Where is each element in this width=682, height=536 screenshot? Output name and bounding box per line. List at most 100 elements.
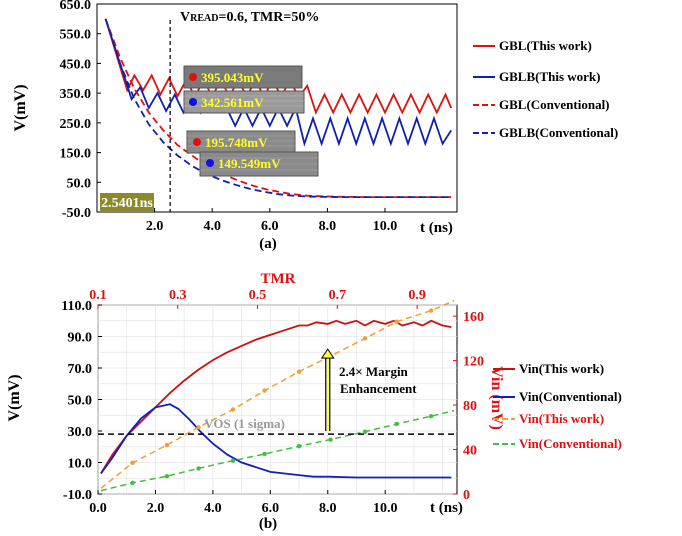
y2-tick-label: 160 <box>463 310 484 325</box>
series-line-2 <box>100 403 452 479</box>
legend-label: Vin(This work) <box>519 361 604 376</box>
marker-box-3[interactable]: 195.748mV <box>186 130 296 154</box>
series-point <box>196 425 201 430</box>
x-tick-label: 6.0 <box>262 501 280 516</box>
arrow-fill <box>326 357 329 431</box>
panel-a-legend: GBL(This work) GBLB(This work) GBL(Convent… <box>473 38 618 140</box>
panel-b-y-label: V(mV) <box>6 374 23 421</box>
panel-b-series <box>100 299 455 492</box>
panel-b-x-ticks: 0.0 2.0 4.0 6.0 8.0 10.0 <box>89 490 397 516</box>
x2-tick-label: 0.5 <box>249 288 267 303</box>
y-tick-label: 90.0 <box>68 331 93 346</box>
y-tick-label: 110.0 <box>61 299 92 314</box>
marker-dot-red <box>193 138 201 146</box>
x2-tick-label: 0.3 <box>169 288 187 303</box>
x-tick-label: 0.0 <box>89 501 107 516</box>
y-tick-label: 30.0 <box>68 425 93 440</box>
x2-tick-label: 0.9 <box>408 288 426 303</box>
series-point <box>164 474 170 479</box>
series-point <box>196 466 201 471</box>
x2-tick-label: 0.1 <box>89 288 107 303</box>
legend-label: GBLB(This work) <box>499 69 601 84</box>
series-point <box>130 460 135 466</box>
x-tick-label: 4.0 <box>204 501 222 516</box>
series-point <box>394 421 399 427</box>
series-line-4 <box>100 409 455 492</box>
panel-a-y-ticks: -50.0 50.0 150.0 250.0 350.0 450.0 550.0 650.0 <box>60 0 101 221</box>
series-point <box>130 480 135 486</box>
legend-label: Vin(Conventional) <box>519 389 622 404</box>
series-point <box>362 429 368 434</box>
series-point <box>230 407 236 412</box>
panel-a-cursor-label-bg <box>100 193 154 211</box>
series-line-3 <box>100 299 455 489</box>
x-tick-label: 2.0 <box>146 219 164 234</box>
y-tick-label: -10.0 <box>63 488 92 503</box>
legend-label: Vin(Conventional) <box>519 436 622 451</box>
series-point <box>262 388 267 393</box>
marker-box-4[interactable]: 149.549mV <box>199 151 319 177</box>
legend-label: GBL(This work) <box>499 38 592 53</box>
x-tick-label: 6.0 <box>261 219 279 234</box>
series-point <box>296 369 302 374</box>
panel-a-cursor-label: 2.5401ns <box>101 196 153 211</box>
x-tick-label: 8.0 <box>319 219 337 234</box>
panel-b-x2-ticks: 0.1 0.3 0.5 0.7 0.9 <box>89 288 426 309</box>
y-tick-label: 250.0 <box>60 117 92 132</box>
panel-b-margin-arrow <box>320 348 335 431</box>
panel-b-y2-ticks: 0 40 80 120 160 <box>453 310 484 503</box>
y-tick-label: 50.0 <box>67 176 92 191</box>
marker-label-4: 149.549mV <box>218 156 281 171</box>
panel-b-annotation-line2: Enhancement <box>340 381 417 396</box>
series-line-1 <box>100 319 452 474</box>
y-tick-label: 350.0 <box>60 87 92 102</box>
y2-tick-label: 40 <box>463 444 477 459</box>
y-tick-label: 450.0 <box>60 57 92 72</box>
marker-box-1[interactable]: 395.043mV <box>183 65 303 89</box>
x-tick-label: 4.0 <box>203 219 221 234</box>
marker-box-2[interactable]: 342.561mV <box>183 90 305 114</box>
y2-tick-label: 0 <box>463 488 470 503</box>
x-tick-label: 8.0 <box>319 501 337 516</box>
panel-b-top-axis-title: TMR <box>261 271 296 287</box>
marker-label-2: 342.561mV <box>201 95 264 110</box>
panel-a: -50.050.0150.0250.0350.0450.0550.0650.0 … <box>12 0 618 252</box>
legend-label: GBLB(Conventional) <box>499 125 618 140</box>
marker-dot-red <box>189 73 197 81</box>
y-tick-label: 70.0 <box>68 362 93 377</box>
panel-a-x-label: t (ns) <box>420 220 453 236</box>
y-tick-label: 50.0 <box>68 394 93 409</box>
series-line-2 <box>104 18 452 147</box>
y-tick-label: 650.0 <box>60 0 92 13</box>
panel-b-y-ticks: -10.0 10.0 30.0 50.0 70.0 90.0 110.0 <box>61 299 102 503</box>
y2-tick-label: 80 <box>463 399 477 414</box>
series-point <box>428 413 434 419</box>
series-point <box>328 437 333 442</box>
series-point <box>296 443 302 449</box>
panel-a-y-label: V(mV) <box>12 84 29 131</box>
x-tick-label: 2.0 <box>147 501 165 516</box>
arrow-head <box>320 348 335 359</box>
y-tick-label: -50.0 <box>62 206 91 221</box>
x-tick-label: 10.0 <box>373 219 398 234</box>
series-point <box>362 336 368 341</box>
y-tick-label: 150.0 <box>60 147 92 162</box>
panel-b-x-label: t (ns) <box>430 500 463 516</box>
series-point <box>230 458 236 463</box>
series-point <box>164 442 170 448</box>
series-point <box>262 451 267 457</box>
marker-label-3: 195.748mV <box>205 135 268 150</box>
x-tick-label: 10.0 <box>373 501 398 516</box>
panel-b-annotation-line1: 2.4× Margin <box>339 364 409 379</box>
series-point <box>394 319 399 324</box>
panel-a-annotation: VREAD=0.6, TMR=50% <box>180 10 319 25</box>
marker-dot-blue <box>206 159 214 167</box>
y2-tick-label: 120 <box>463 355 484 370</box>
y-tick-label: 10.0 <box>68 457 93 472</box>
panel-b-grid <box>97 304 457 495</box>
panel-a-label: (a) <box>259 236 277 252</box>
panel-b-legend: Vin(This work) Vin(Conventional) Vin(This … <box>493 361 622 451</box>
series-line-3 <box>104 18 452 199</box>
panel-a-x-ticks: 2.0 4.0 6.0 8.0 10.0 <box>146 208 397 234</box>
